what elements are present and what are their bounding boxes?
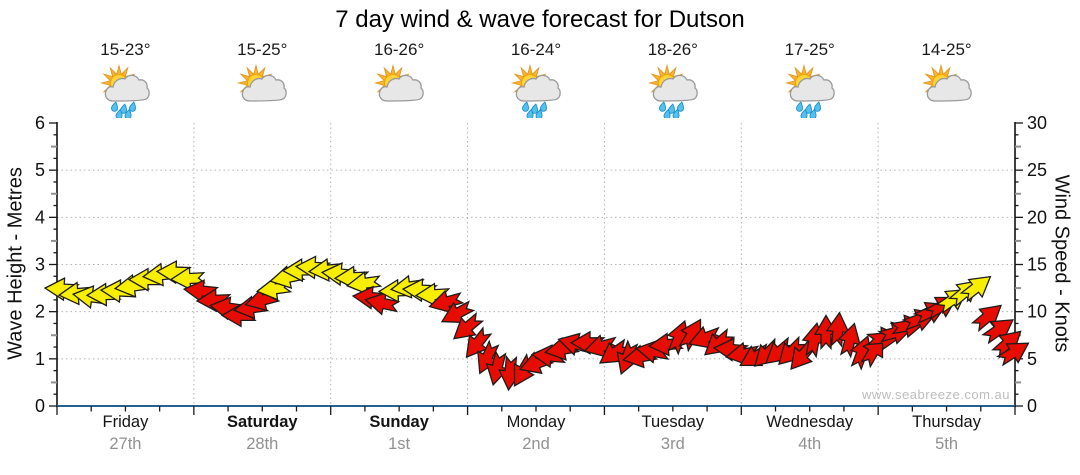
left-tick-label: 0 xyxy=(35,396,45,416)
day-date-label: 28th xyxy=(246,435,279,453)
right-tick-label: 10 xyxy=(1027,302,1047,322)
temp-range-label: 15-23° xyxy=(100,40,151,59)
right-tick-label: 20 xyxy=(1027,207,1047,227)
day-column: 17-25° xyxy=(741,40,878,122)
right-tick-label: 0 xyxy=(1027,396,1037,416)
day-name-label: Saturday xyxy=(226,413,298,431)
sun-cloud-rain-icon xyxy=(647,63,698,118)
day-date-label: 1st xyxy=(388,435,411,453)
sun-cloud-icon xyxy=(374,63,424,103)
left-tick-label: 4 xyxy=(35,207,45,227)
day-name-label: Friday xyxy=(102,413,149,431)
day-axis-label: Friday 27th xyxy=(57,412,194,455)
wind-arrow xyxy=(959,275,992,303)
temp-range-label: 17-25° xyxy=(784,40,835,59)
temp-range-label: 15-25° xyxy=(237,40,288,59)
day-column: 15-23° xyxy=(57,40,194,122)
day-name-label: Monday xyxy=(506,413,566,431)
day-axis-label: Thursday 5th xyxy=(878,412,1015,455)
right-tick-label: 30 xyxy=(1027,113,1047,133)
day-axis-label: Saturday 28th xyxy=(194,412,331,455)
day-name-label: Thursday xyxy=(912,413,981,431)
sun-cloud-rain-icon xyxy=(784,63,835,118)
sun-cloud-icon xyxy=(921,63,972,103)
day-date-label: 27th xyxy=(109,435,142,453)
left-tick-label: 5 xyxy=(35,160,45,180)
left-tick-label: 3 xyxy=(35,255,45,275)
wind-arrow xyxy=(452,312,485,340)
temp-range-label: 16-24° xyxy=(510,40,562,59)
day-date-label: 4th xyxy=(798,435,822,453)
day-column: 18-26° xyxy=(604,40,741,122)
day-name-label: Wednesday xyxy=(766,413,854,431)
day-column: 15-25° xyxy=(194,40,331,122)
page-title: 7 day wind & wave forecast for Dutson xyxy=(335,6,745,33)
right-tick-label: 25 xyxy=(1027,160,1047,180)
day-date-label: 5th xyxy=(935,435,959,453)
left-tick-label: 2 xyxy=(35,302,45,322)
day-column: 16-24° xyxy=(468,40,605,122)
wind-arrow xyxy=(485,349,510,387)
day-date-label: 2nd xyxy=(522,435,550,453)
sun-cloud-rain-icon xyxy=(100,63,151,118)
wind-arrow xyxy=(465,326,493,359)
day-axis-label: Tuesday 3rd xyxy=(604,412,741,455)
sun-cloud-icon xyxy=(237,63,288,103)
day-axis-label: Sunday 1st xyxy=(331,412,468,455)
day-column: 16-26° xyxy=(331,40,468,122)
sun-cloud-rain-icon xyxy=(510,63,561,118)
right-tick-label: 15 xyxy=(1027,255,1047,275)
wind-arrow xyxy=(996,342,1030,367)
day-date-label: 3rd xyxy=(660,435,685,453)
temp-range-label: 18-26° xyxy=(647,40,698,59)
left-tick-label: 1 xyxy=(35,349,45,369)
right-tick-label: 5 xyxy=(1027,349,1037,369)
day-name-label: Sunday xyxy=(369,413,429,431)
left-tick-label: 6 xyxy=(35,113,45,133)
temp-range-label: 16-26° xyxy=(373,40,425,59)
day-axis-label: Monday 2nd xyxy=(468,412,605,455)
wind-arrow xyxy=(169,266,206,291)
day-column: 14-25° xyxy=(878,40,1015,122)
day-name-label: Tuesday xyxy=(641,413,705,431)
temp-range-label: 14-25° xyxy=(921,40,972,59)
day-axis-label: Wednesday 4th xyxy=(741,412,878,455)
watermark: www.seabreeze.com.au xyxy=(861,387,1010,402)
